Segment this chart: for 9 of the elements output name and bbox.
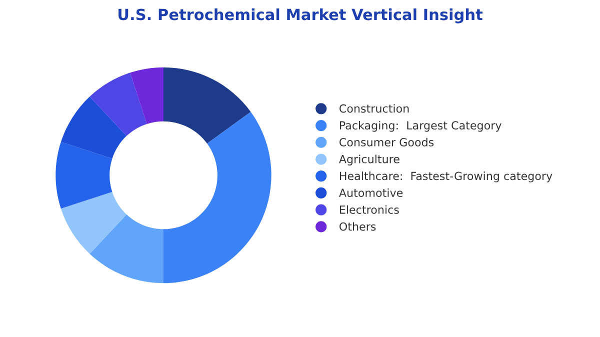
legend-label: Automotive <box>338 188 403 198</box>
legend-label: Others <box>340 222 376 231</box>
legend-label: Construction <box>340 104 409 113</box>
legend-label: Consumer Goods <box>340 138 434 146</box>
legend-label: Electronics <box>340 205 399 214</box>
legend-label: Packaging: Largest Category <box>340 120 502 132</box>
chart-title: U.S. Petrochemical Market Vertical Insight <box>118 8 483 24</box>
legend-label: Agriculture <box>338 154 400 166</box>
legend-label: Healthcare: Fastest-Growing category <box>340 172 552 182</box>
